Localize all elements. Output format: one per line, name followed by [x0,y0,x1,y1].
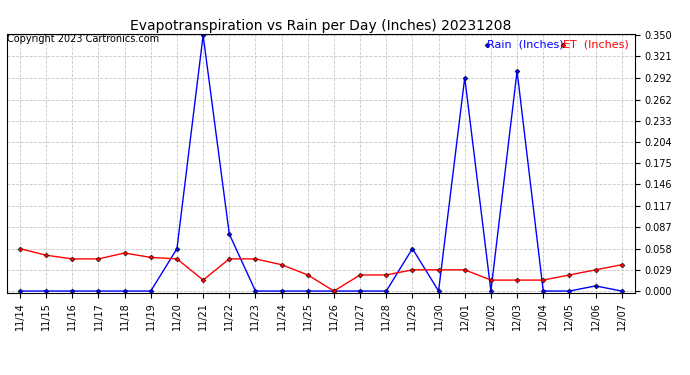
ET  (Inches) [225,256,233,261]
ET  (Inches) [618,262,626,267]
Line: Rain  (Inches): Rain (Inches) [18,33,624,293]
Rain  (Inches) [172,246,181,251]
Rain  (Inches) [486,289,495,293]
Rain  (Inches) [591,284,600,288]
Rain  (Inches) [382,289,391,293]
ET  (Inches) [199,278,207,282]
ET  (Inches) [382,273,391,277]
Rain  (Inches) [435,289,443,293]
ET  (Inches) [591,268,600,272]
Line: ET  (Inches): ET (Inches) [18,247,624,293]
ET  (Inches) [513,278,521,282]
ET  (Inches) [277,262,286,267]
Rain  (Inches) [225,232,233,236]
Rain  (Inches) [408,246,417,251]
Rain  (Inches) [199,33,207,38]
ET  (Inches) [435,268,443,272]
ET  (Inches) [356,273,364,277]
ET  (Inches) [539,278,547,282]
Rain  (Inches) [95,289,103,293]
ET  (Inches) [461,268,469,272]
ET  (Inches) [565,273,573,277]
ET  (Inches) [121,251,129,255]
ET  (Inches) [147,255,155,260]
ET  (Inches) [68,256,77,261]
Rain  (Inches) [251,289,259,293]
ET  (Inches) [172,256,181,261]
Rain  (Inches) [330,289,338,293]
ET  (Inches) [251,256,259,261]
Text: Copyright 2023 Cartronics.com: Copyright 2023 Cartronics.com [7,34,159,44]
Rain  (Inches) [461,75,469,80]
Rain  (Inches) [121,289,129,293]
ET  (Inches) [95,256,103,261]
Rain  (Inches) [565,289,573,293]
ET  (Inches) [330,289,338,293]
ET  (Inches) [304,273,312,277]
Legend: Rain  (Inches), ET  (Inches): Rain (Inches), ET (Inches) [487,39,629,49]
Rain  (Inches) [277,289,286,293]
ET  (Inches) [486,278,495,282]
Rain  (Inches) [618,289,626,293]
Rain  (Inches) [513,69,521,73]
Rain  (Inches) [304,289,312,293]
ET  (Inches) [42,253,50,258]
Rain  (Inches) [356,289,364,293]
Rain  (Inches) [16,289,24,293]
Rain  (Inches) [539,289,547,293]
ET  (Inches) [408,268,417,272]
Title: Evapotranspiration vs Rain per Day (Inches) 20231208: Evapotranspiration vs Rain per Day (Inch… [130,19,511,33]
Rain  (Inches) [42,289,50,293]
ET  (Inches) [16,246,24,251]
Rain  (Inches) [147,289,155,293]
Rain  (Inches) [68,289,77,293]
